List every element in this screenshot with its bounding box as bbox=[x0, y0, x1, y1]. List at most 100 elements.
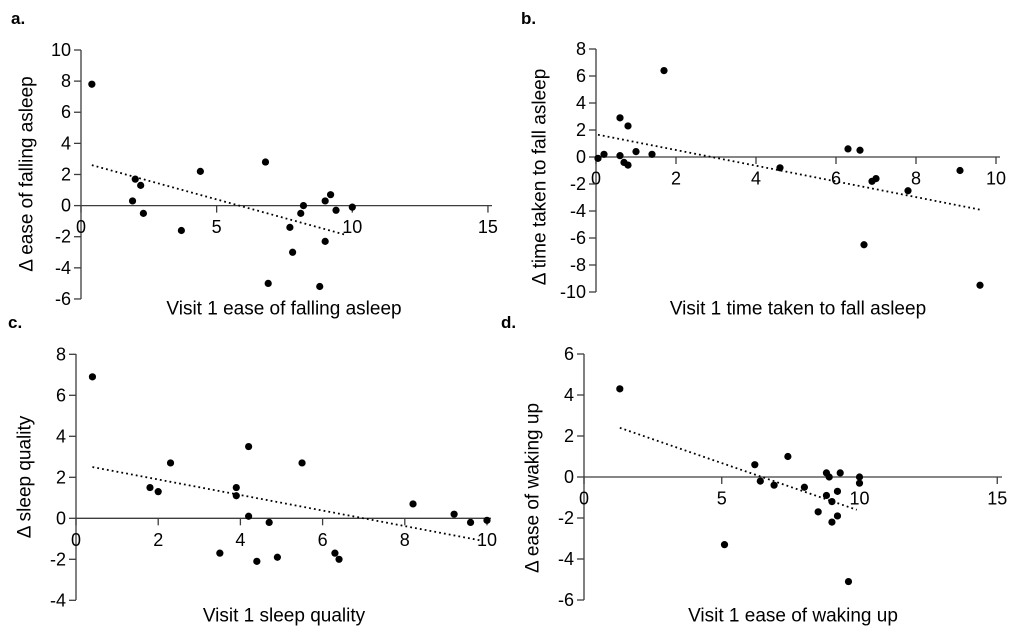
tick-label: 10 bbox=[849, 489, 869, 509]
panel-label-c: c. bbox=[8, 313, 23, 332]
data-point bbox=[784, 452, 792, 461]
data-point bbox=[860, 241, 868, 249]
data-point bbox=[335, 555, 343, 563]
x-axis-title: Visit 1 ease of falling asleep bbox=[166, 299, 401, 320]
tick-label: -4 bbox=[50, 590, 66, 610]
tick-label: 8 bbox=[576, 39, 586, 59]
y-axis-title: Δ ease of waking up bbox=[523, 403, 544, 573]
tick-label: -2 bbox=[55, 227, 71, 247]
data-point bbox=[756, 477, 764, 485]
data-point bbox=[814, 508, 822, 516]
data-point bbox=[855, 473, 864, 481]
data-point bbox=[856, 146, 864, 154]
data-point bbox=[261, 158, 270, 166]
tick-label: 4 bbox=[235, 530, 245, 550]
data-point bbox=[776, 164, 784, 172]
data-point bbox=[331, 549, 339, 557]
tick-label: -2 bbox=[50, 549, 66, 569]
data-point bbox=[245, 442, 253, 451]
data-point bbox=[600, 150, 608, 158]
data-point bbox=[836, 469, 844, 477]
data-point bbox=[137, 181, 145, 189]
data-point bbox=[844, 145, 852, 153]
tick-label: 15 bbox=[987, 489, 1007, 509]
data-point bbox=[956, 166, 964, 175]
data-point bbox=[770, 481, 778, 489]
data-point bbox=[286, 223, 294, 231]
data-point bbox=[844, 577, 853, 586]
tick-label: -6 bbox=[558, 590, 574, 610]
tick-label: -8 bbox=[570, 255, 586, 275]
tick-label: -2 bbox=[570, 174, 586, 194]
data-point bbox=[321, 197, 329, 205]
data-point bbox=[146, 483, 154, 492]
tick-label: 5 bbox=[717, 489, 727, 509]
tick-label: 10 bbox=[477, 530, 497, 550]
trend-line bbox=[597, 133, 981, 211]
tick-label: 2 bbox=[153, 530, 163, 550]
tick-label: 10 bbox=[51, 40, 71, 60]
x-axis-title: Visit 1 ease of waking up bbox=[688, 606, 898, 627]
data-point bbox=[594, 154, 602, 162]
tick-label: 6 bbox=[576, 66, 586, 86]
tick-label: 0 bbox=[564, 467, 574, 487]
tick-label: -4 bbox=[558, 549, 574, 569]
data-point bbox=[904, 187, 912, 195]
data-point bbox=[332, 206, 340, 214]
tick-label: 6 bbox=[61, 102, 71, 122]
data-point bbox=[616, 385, 624, 393]
tick-label: 2 bbox=[671, 169, 681, 189]
data-point bbox=[232, 492, 240, 500]
data-point bbox=[166, 459, 175, 467]
data-point bbox=[131, 175, 139, 183]
tick-label: 6 bbox=[831, 169, 841, 189]
tick-label: 4 bbox=[564, 385, 574, 405]
tick-label: 4 bbox=[61, 133, 71, 153]
y-axis-title: Δ time taken to fall asleep bbox=[530, 69, 551, 286]
data-point bbox=[833, 487, 842, 495]
data-point bbox=[828, 518, 836, 526]
y-axis-title: Δ ease of falling asleep bbox=[17, 76, 38, 271]
data-point bbox=[855, 479, 864, 487]
data-point bbox=[245, 512, 253, 520]
data-point bbox=[265, 518, 273, 526]
data-point bbox=[299, 202, 308, 210]
tick-label: 8 bbox=[56, 344, 66, 364]
data-point bbox=[273, 553, 281, 561]
tick-label: 5 bbox=[212, 217, 222, 237]
tick-label: 15 bbox=[478, 217, 498, 237]
data-point bbox=[196, 167, 204, 175]
tick-label: 0 bbox=[61, 196, 71, 216]
data-point bbox=[450, 510, 458, 518]
data-point bbox=[264, 279, 272, 287]
tick-label: 8 bbox=[61, 71, 71, 91]
tick-label: 0 bbox=[71, 530, 81, 550]
tick-label: 8 bbox=[400, 530, 410, 550]
tick-label: 0 bbox=[76, 217, 86, 237]
data-point bbox=[88, 373, 97, 381]
tick-label: 10 bbox=[986, 169, 1006, 189]
panel-label-a: a. bbox=[11, 9, 26, 28]
data-point bbox=[616, 114, 624, 122]
data-point bbox=[825, 473, 833, 481]
tick-label: 2 bbox=[56, 467, 66, 487]
tick-label: 0 bbox=[591, 169, 601, 189]
data-point bbox=[253, 557, 261, 565]
trend-line bbox=[619, 426, 858, 511]
x-axis-title: Visit 1 time taken to fall asleep bbox=[670, 299, 926, 320]
data-point bbox=[88, 80, 96, 88]
tick-label: -4 bbox=[55, 258, 71, 278]
data-point bbox=[624, 122, 632, 130]
tick-label: -6 bbox=[55, 289, 71, 309]
data-point bbox=[976, 281, 984, 289]
data-point bbox=[232, 483, 240, 492]
data-point bbox=[466, 518, 475, 526]
tick-label: 0 bbox=[576, 147, 586, 167]
data-point bbox=[348, 203, 356, 211]
tick-label: -10 bbox=[560, 282, 586, 302]
data-point bbox=[616, 152, 624, 160]
